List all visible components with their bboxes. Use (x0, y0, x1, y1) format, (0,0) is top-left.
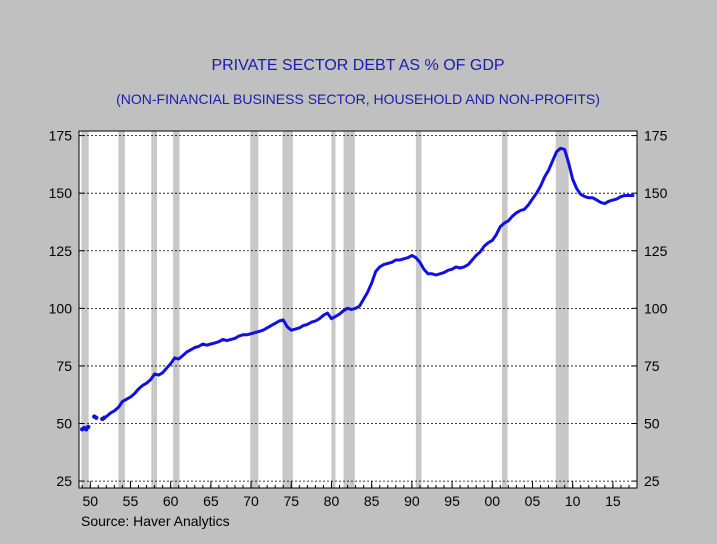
y-tick-label-left: 175 (49, 128, 73, 144)
data-point (94, 415, 99, 420)
y-tick-label-left: 150 (49, 185, 73, 201)
y-tick-label-right: 100 (644, 300, 668, 316)
x-tick-label: 75 (283, 493, 299, 509)
x-tick-label: 50 (82, 493, 98, 509)
x-tick-label: 65 (203, 493, 219, 509)
chart-title: PRIVATE SECTOR DEBT AS % OF GDP (211, 57, 504, 74)
y-tick-label-left: 125 (49, 243, 73, 259)
y-tick-label-right: 25 (644, 473, 660, 489)
y-tick-label-left: 75 (56, 358, 72, 374)
x-tick-label: 05 (525, 493, 541, 509)
x-tick-label: 95 (444, 493, 460, 509)
recession-band (250, 131, 259, 488)
recession-band (81, 131, 89, 488)
series-line (104, 146, 635, 419)
x-tick-label: 85 (364, 493, 380, 509)
recession-band (555, 131, 569, 488)
x-tick-label: 55 (123, 493, 139, 509)
recession-band (151, 131, 157, 488)
recession-band (501, 131, 508, 488)
y-tick-label-right: 175 (644, 128, 668, 144)
recession-band (282, 131, 293, 488)
y-tick-label-right: 50 (644, 416, 660, 432)
x-tick-label: 00 (484, 493, 500, 509)
y-tick-label-right: 150 (644, 185, 668, 201)
y-tick-label-left: 50 (56, 416, 72, 432)
x-tick-label: 90 (404, 493, 420, 509)
recession-band (331, 131, 336, 488)
y-tick-label-left: 100 (49, 300, 73, 316)
data-point (86, 424, 91, 430)
x-tick-label: 15 (605, 493, 621, 509)
x-tick-label: 60 (163, 493, 179, 509)
x-tick-label: 80 (324, 493, 340, 509)
chart-subtitle: (NON-FINANCIAL BUSINESS SECTOR, HOUSEHOL… (116, 91, 600, 107)
y-tick-label-right: 75 (644, 358, 660, 374)
y-tick-label-right: 125 (644, 243, 668, 259)
source-note: Source: Haver Analytics (81, 513, 230, 529)
x-tick-label: 70 (243, 493, 259, 509)
recession-band (415, 131, 422, 488)
plot-area: 25 25 50 50 75 75 100 100 125 125 150 150 175 175 50 55… (49, 128, 668, 509)
x-tick-label: 10 (565, 493, 581, 509)
recession-band (118, 131, 125, 488)
plot-border (78, 130, 638, 489)
plot-background (79, 131, 637, 488)
y-tick-label-left: 25 (56, 473, 72, 489)
recession-band (173, 131, 180, 488)
